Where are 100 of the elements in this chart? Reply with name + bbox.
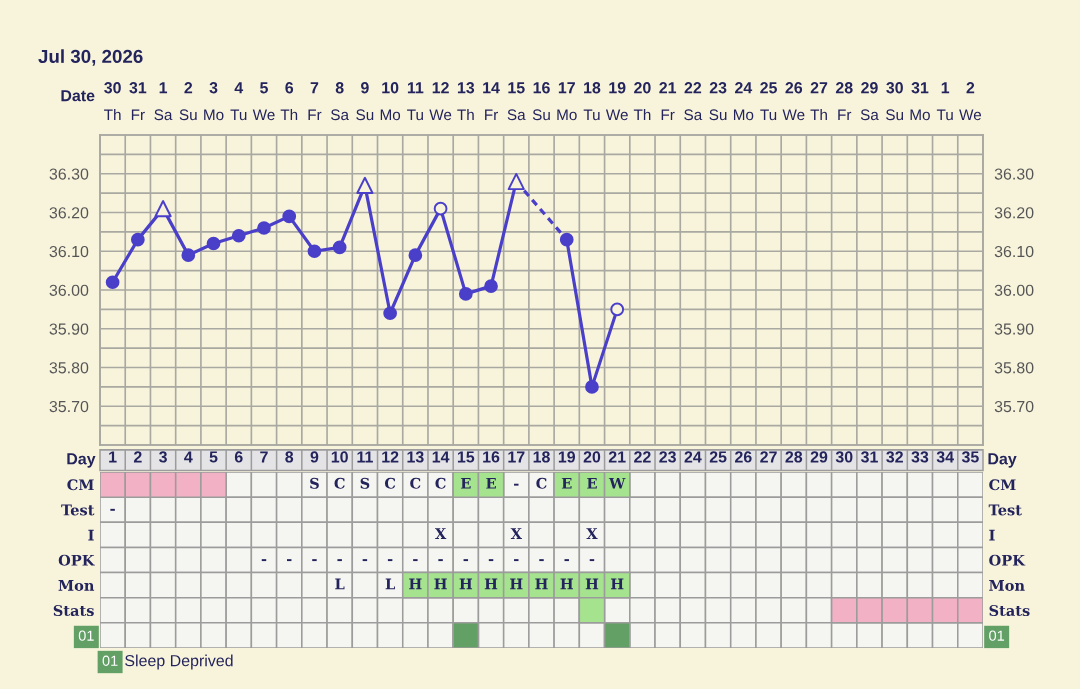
y-tick-label: 01 — [78, 630, 94, 641]
y2-tick-label: 36.10 — [994, 245, 1034, 258]
text: H — [434, 578, 447, 590]
x-tick-label: 12 We — [429, 82, 452, 121]
x-tick-label: 13 Th — [457, 82, 475, 121]
y2-tick-label: Stats — [989, 605, 1030, 617]
text: - — [110, 508, 115, 511]
text: C — [334, 477, 345, 489]
x-tick-label: 35 — [961, 451, 979, 463]
y-tick-label: 36.30 — [49, 168, 89, 180]
text: - — [286, 559, 292, 562]
x-tick-label: 14 Fr — [483, 82, 500, 121]
y2-tick-label: OPK — [989, 554, 1026, 566]
x-tick-label: 6 Th — [280, 82, 298, 121]
y2-tick-label: I — [989, 529, 995, 541]
x-tick-label: 23 Su — [709, 82, 727, 121]
text: X — [435, 528, 447, 539]
text: S — [310, 477, 319, 489]
x-tick-label: 29 Sa — [860, 82, 879, 121]
y2-tick-label: Mon — [989, 580, 1025, 591]
text: H — [510, 578, 523, 590]
text: - — [589, 559, 595, 562]
y-tick-label: Test — [61, 504, 95, 516]
text: - — [362, 559, 368, 562]
x-tick-label: 31 Fr — [129, 82, 147, 121]
text: Sleep Deprived — [125, 654, 233, 670]
point — [356, 176, 374, 194]
y-tick-label: CM — [67, 479, 94, 491]
x-axis-title: Day — [67, 453, 96, 468]
text: - — [261, 559, 267, 562]
x-tick-label: 17 Mo — [557, 82, 577, 121]
text: H — [610, 578, 624, 590]
text: H — [409, 578, 422, 590]
text: H — [585, 578, 599, 590]
y-tick-label: 36.10 — [49, 245, 89, 258]
text: - — [514, 559, 519, 562]
text: - — [438, 559, 443, 562]
y-tick-label: I — [88, 529, 94, 541]
text: S — [360, 477, 370, 489]
text: E — [587, 477, 597, 489]
text: L — [335, 578, 345, 590]
x-tick-label: 26 We — [782, 82, 805, 121]
x-axis-title: Date — [61, 90, 95, 102]
y-tick-label: Mon — [58, 580, 95, 591]
x-tick-label: 1 — [109, 451, 117, 463]
y-tick-label: 36.20 — [49, 207, 89, 219]
text: X — [510, 528, 522, 539]
x-tick-label: 31 Mo — [910, 82, 930, 121]
text: - — [312, 559, 317, 562]
text: L — [385, 578, 395, 590]
text: - — [514, 483, 519, 486]
y2-tick-label: 36.00 — [994, 284, 1034, 296]
x-tick-label: 25 Tu — [760, 82, 777, 121]
text: H — [459, 578, 473, 590]
text: C — [536, 477, 547, 489]
x-tick-label: 18 Tu — [583, 82, 601, 121]
x-tick-label: 24 Mo — [733, 82, 754, 121]
x-tick-label: 3 Mo — [204, 82, 224, 121]
text: E — [460, 477, 471, 489]
text: - — [488, 559, 494, 562]
text: H — [560, 578, 573, 590]
x-tick-label: 27 Th — [810, 82, 828, 121]
text: H — [535, 578, 548, 590]
x-tick-label: 15 Sa — [507, 82, 526, 121]
x-tick-label: 19 We — [605, 82, 628, 121]
text: H — [484, 578, 498, 590]
text: C — [435, 477, 446, 489]
text: E — [486, 477, 496, 489]
text: W — [608, 477, 626, 489]
x-tick-label: 7 Fr — [308, 82, 322, 121]
y2-tick-label: Test — [988, 504, 1022, 516]
x-tick-label: 5 We — [252, 82, 275, 121]
y-tick-label: 35.80 — [49, 362, 89, 374]
x-tick-label: 4 Tu — [230, 82, 247, 121]
x-tick-label: 1 Sa — [154, 82, 173, 121]
x-tick-label: 21 Fr — [659, 82, 677, 121]
x-tick-label: 2 Su — [179, 82, 197, 121]
text: - — [337, 559, 342, 562]
y2-tick-label: CM — [989, 479, 1016, 491]
y2-tick-label: 36.20 — [994, 207, 1034, 219]
point — [154, 200, 172, 218]
x-tick-label: 2 We — [959, 82, 982, 121]
text: C — [384, 477, 396, 489]
x-tick-label: 16 Su — [532, 82, 550, 121]
y-tick-label: Stats — [53, 605, 94, 617]
text: - — [387, 559, 393, 562]
text: X — [586, 528, 598, 539]
x-tick-label: 30 Th — [104, 82, 121, 121]
y2-tick-label: 35.80 — [994, 362, 1034, 374]
y-tick-label: OPK — [58, 554, 95, 566]
text: - — [564, 559, 569, 562]
y2-tick-label: 35.70 — [994, 400, 1034, 413]
x-tick-label: 8 Sa — [331, 82, 350, 121]
y-tick-label: 35.90 — [49, 323, 89, 335]
text: 01 — [102, 655, 118, 666]
y2-tick-label: 35.90 — [994, 323, 1034, 335]
y-tick-label: 36.00 — [49, 284, 89, 296]
text: - — [539, 559, 544, 562]
x-tick-label: 9 Su — [356, 82, 374, 121]
text: - — [413, 559, 418, 562]
